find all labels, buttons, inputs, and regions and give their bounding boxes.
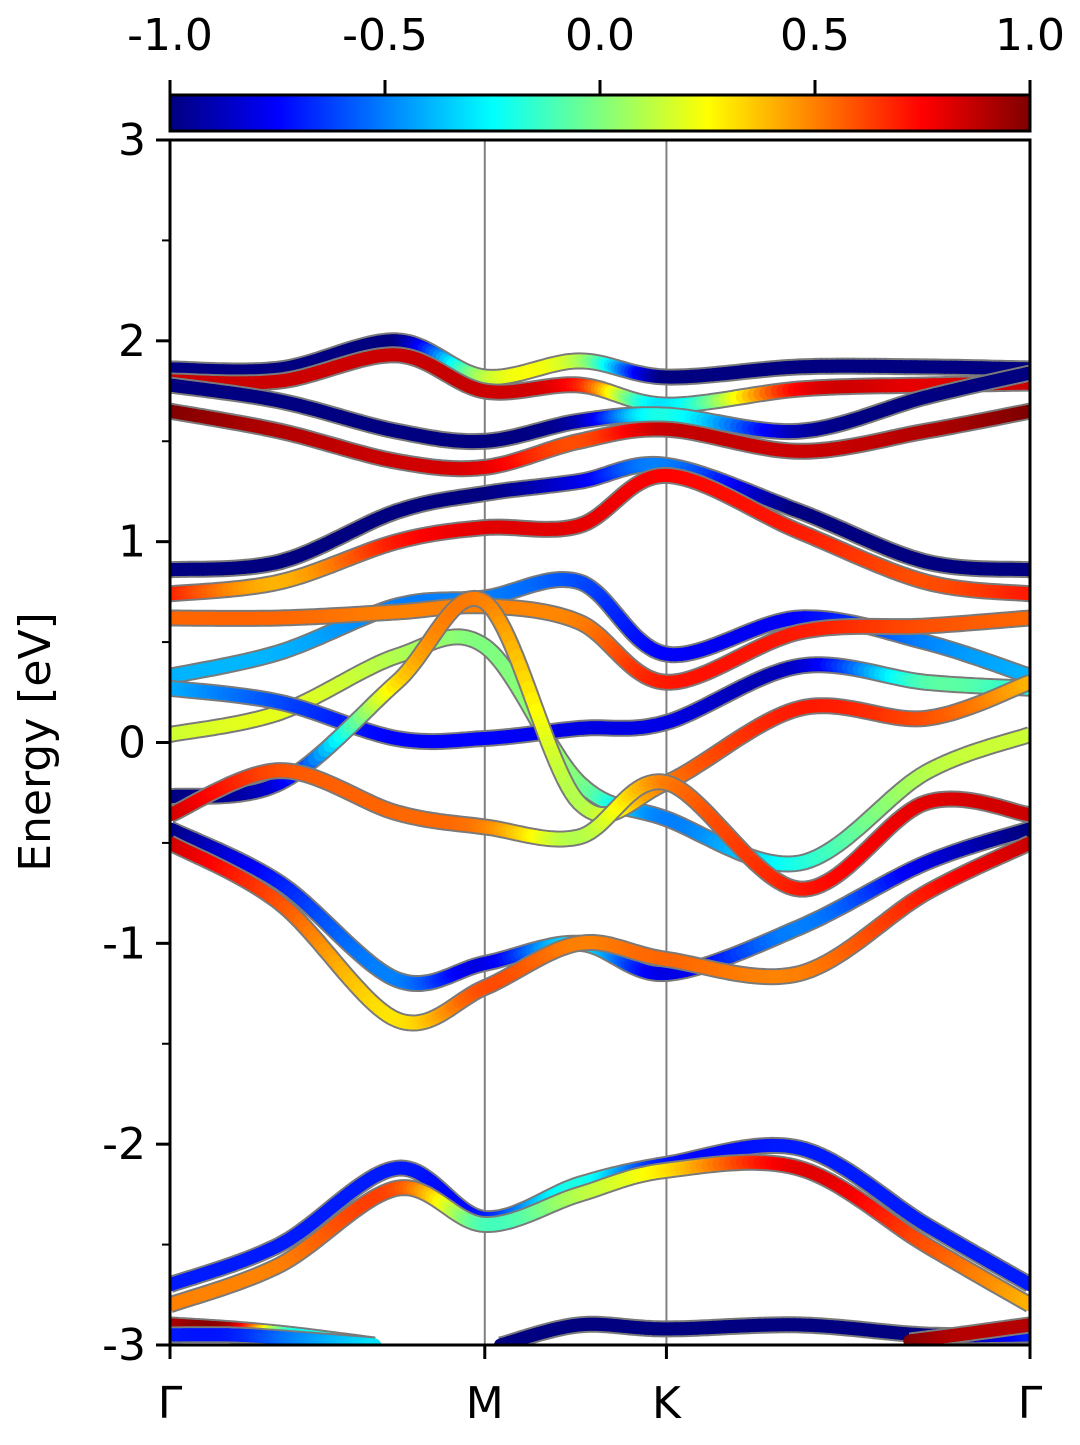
y-tick-label: -3 [102,1320,146,1371]
x-tick-label: K [652,1378,682,1429]
colorbar: -1.0 -0.5 0.0 0.5 1.0 [127,10,1065,131]
y-tick-label: 3 [118,115,146,166]
y-tick-label: -1 [102,918,146,969]
y-axis-ticks: -3 -2 -1 0 1 2 3 [102,115,170,1371]
colorbar-tick-label: 0.0 [565,10,635,61]
band-lines [170,341,1030,1345]
band-5 [170,475,1030,594]
band-14 [170,1145,1030,1284]
y-tick-label: 2 [118,316,146,367]
plot-frame [170,140,1030,1345]
y-axis-label: Energy [eV] [10,612,61,872]
plot-area: -3 -2 -1 0 1 2 3 Γ M K Γ [102,115,1043,1429]
colorbar-tick-label: -0.5 [342,10,428,61]
colorbar-tick-label: -1.0 [127,10,213,61]
y-tick-label: 0 [118,718,146,769]
band-9 [170,665,1030,742]
band-18 [170,1335,375,1345]
x-tick-label: Γ [1018,1378,1043,1429]
colorbar-ticks: -1.0 -0.5 0.0 0.5 1.0 [127,10,1065,95]
x-tick-label: M [466,1378,504,1429]
y-tick-label: -2 [102,1119,146,1170]
x-tick-label: Γ [158,1378,183,1429]
colorbar-gradient [170,95,1030,131]
colorbar-tick-label: 1.0 [995,10,1065,61]
y-tick-label: 1 [118,517,146,568]
colorbar-tick-label: 0.5 [780,10,850,61]
